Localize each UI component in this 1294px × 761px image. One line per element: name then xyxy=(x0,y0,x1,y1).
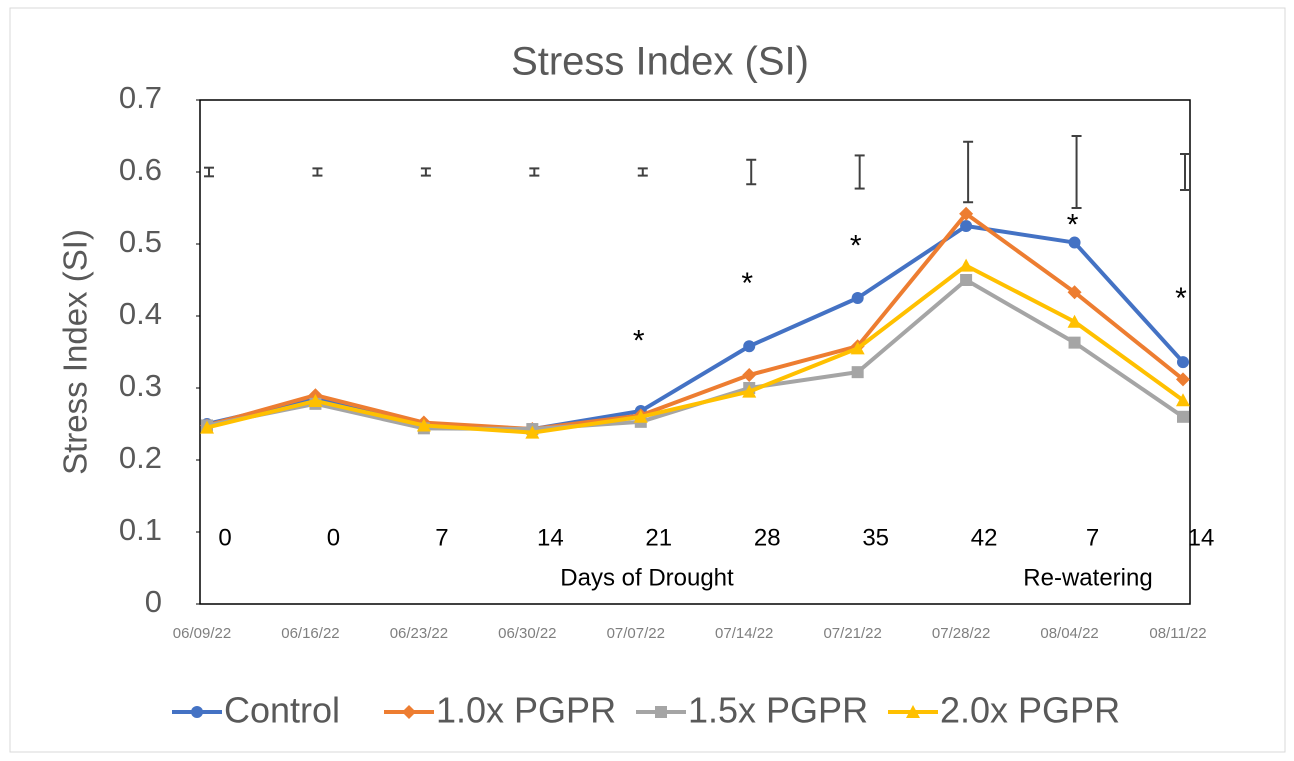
day-label: 0 xyxy=(327,524,340,551)
legend-marker xyxy=(655,706,667,718)
y-tick-label: 0.3 xyxy=(119,368,162,403)
error-bar xyxy=(204,166,214,178)
day-label: 14 xyxy=(1188,524,1215,551)
data-point xyxy=(1067,314,1082,328)
group-label: Re-watering xyxy=(1023,564,1152,591)
y-tick-label: 0.4 xyxy=(119,296,162,331)
data-point xyxy=(959,258,974,272)
data-point xyxy=(1067,285,1082,300)
data-point xyxy=(960,274,973,286)
legend-marker xyxy=(402,705,416,719)
data-point xyxy=(1176,393,1190,407)
data-point xyxy=(633,409,648,423)
data-point xyxy=(851,292,864,304)
error-bar xyxy=(420,167,431,177)
day-label: 7 xyxy=(1086,524,1099,551)
y-tick-label: 0.7 xyxy=(119,80,162,115)
data-point xyxy=(850,341,865,355)
x-tick-label: 08/04/22 xyxy=(1040,625,1098,642)
data-point xyxy=(743,340,756,353)
error-bar xyxy=(529,167,540,177)
series-line xyxy=(206,211,1185,432)
series-line xyxy=(206,263,1185,435)
legend-label: 2.0x PGPR xyxy=(940,690,1120,731)
data-point xyxy=(1068,236,1081,249)
x-tick-label: 07/28/22 xyxy=(932,625,990,642)
day-label: 28 xyxy=(754,524,781,551)
day-label: 14 xyxy=(537,524,564,551)
legend-label: Control xyxy=(224,690,340,731)
legend-marker xyxy=(906,705,920,718)
day-label: 42 xyxy=(971,524,998,551)
data-point xyxy=(959,206,974,221)
error-bar xyxy=(637,167,648,177)
significance-marker: * xyxy=(741,267,753,300)
significance-marker: * xyxy=(850,230,862,263)
y-tick-label: 0.6 xyxy=(119,152,162,187)
significance-marker: * xyxy=(1175,282,1187,315)
x-tick-label: 06/30/22 xyxy=(498,625,556,642)
data-point xyxy=(1177,356,1189,369)
x-tick-label: 08/11/22 xyxy=(1149,625,1206,642)
legend-marker xyxy=(191,706,203,718)
error-bar xyxy=(746,158,757,186)
x-tick-label: 06/16/22 xyxy=(281,625,339,642)
day-label: 35 xyxy=(862,524,889,551)
x-tick-label: 07/14/22 xyxy=(715,625,773,642)
legend-label: 1.5x PGPR xyxy=(688,690,868,731)
error-bar xyxy=(1180,153,1190,191)
data-point xyxy=(200,420,214,434)
significance-marker: * xyxy=(633,325,645,358)
y-tick-label: 0.1 xyxy=(119,512,162,547)
data-point xyxy=(960,220,973,232)
y-axis-label: Stress Index (SI) xyxy=(57,229,94,475)
plot-frame xyxy=(199,99,1191,605)
chart-frame xyxy=(9,7,1286,753)
y-tick-label: 0 xyxy=(145,584,162,619)
day-label: 7 xyxy=(435,524,448,551)
group-label: Days of Drought xyxy=(560,564,734,591)
chart-title: Stress Index (SI) xyxy=(511,40,809,84)
data-point xyxy=(851,366,864,379)
error-bar xyxy=(1071,135,1082,209)
error-bar xyxy=(312,167,323,177)
y-tick-label: 0.5 xyxy=(119,224,162,259)
data-point xyxy=(525,425,540,439)
x-tick-label: 06/23/22 xyxy=(390,625,448,642)
significance-marker: * xyxy=(1067,209,1079,242)
data-point xyxy=(308,393,323,407)
data-point xyxy=(1177,410,1189,423)
data-point xyxy=(742,384,757,398)
day-label: 21 xyxy=(645,524,672,551)
error-bar xyxy=(963,140,974,204)
data-point xyxy=(416,418,431,432)
y-tick-label: 0.2 xyxy=(119,440,162,475)
day-label: 0 xyxy=(218,524,231,551)
x-tick-label: 06/09/22 xyxy=(173,625,231,642)
error-bar xyxy=(854,154,865,190)
x-tick-label: 07/07/22 xyxy=(607,625,665,642)
legend-label: 1.0x PGPR xyxy=(436,690,616,731)
data-point xyxy=(742,368,757,383)
data-point xyxy=(1176,372,1190,387)
data-point xyxy=(1068,336,1081,349)
x-tick-label: 07/21/22 xyxy=(823,625,881,642)
